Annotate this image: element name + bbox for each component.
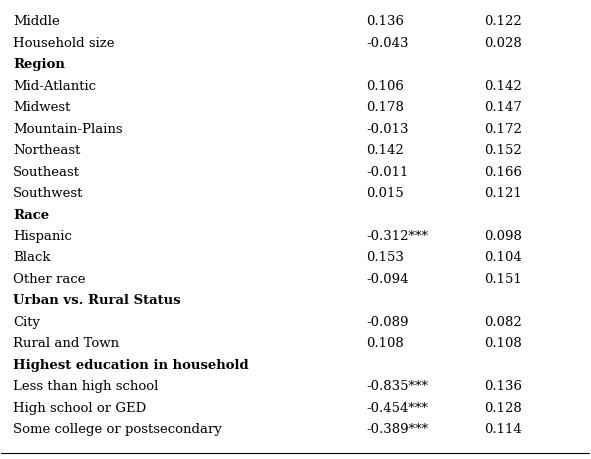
Text: 0.152: 0.152 (483, 144, 521, 157)
Text: Household size: Household size (13, 37, 115, 50)
Text: High school or GED: High school or GED (13, 401, 147, 414)
Text: Less than high school: Less than high school (13, 380, 158, 392)
Text: 0.082: 0.082 (483, 315, 521, 328)
Text: Other race: Other race (13, 272, 86, 285)
Text: 0.098: 0.098 (483, 230, 522, 242)
Text: 0.108: 0.108 (483, 337, 521, 350)
Text: -0.389***: -0.389*** (366, 422, 428, 436)
Text: 0.136: 0.136 (483, 380, 522, 392)
Text: 0.108: 0.108 (366, 337, 404, 350)
Text: City: City (13, 315, 40, 328)
Text: 0.128: 0.128 (483, 401, 521, 414)
Text: Urban vs. Rural Status: Urban vs. Rural Status (13, 294, 181, 307)
Text: Black: Black (13, 251, 51, 264)
Text: 0.122: 0.122 (483, 15, 521, 28)
Text: 0.136: 0.136 (366, 15, 404, 28)
Text: 0.104: 0.104 (483, 251, 521, 264)
Text: 0.151: 0.151 (483, 272, 521, 285)
Text: 0.147: 0.147 (483, 101, 522, 114)
Text: 0.153: 0.153 (366, 251, 404, 264)
Text: Midwest: Midwest (13, 101, 70, 114)
Text: 0.028: 0.028 (483, 37, 521, 50)
Text: 0.142: 0.142 (483, 79, 521, 92)
Text: 0.106: 0.106 (366, 79, 404, 92)
Text: -0.094: -0.094 (366, 272, 408, 285)
Text: -0.835***: -0.835*** (366, 380, 428, 392)
Text: Southeast: Southeast (13, 165, 80, 178)
Text: Hispanic: Hispanic (13, 230, 72, 242)
Text: Race: Race (13, 208, 49, 221)
Text: 0.172: 0.172 (483, 122, 522, 135)
Text: Northeast: Northeast (13, 144, 80, 157)
Text: 0.114: 0.114 (483, 422, 521, 436)
Text: Mid-Atlantic: Mid-Atlantic (13, 79, 96, 92)
Text: 0.166: 0.166 (483, 165, 522, 178)
Text: 0.121: 0.121 (483, 187, 521, 200)
Text: -0.043: -0.043 (366, 37, 408, 50)
Text: -0.013: -0.013 (366, 122, 408, 135)
Text: 0.015: 0.015 (366, 187, 404, 200)
Text: -0.454***: -0.454*** (366, 401, 428, 414)
Text: -0.312***: -0.312*** (366, 230, 428, 242)
Text: Mountain-Plains: Mountain-Plains (13, 122, 123, 135)
Text: Some college or postsecondary: Some college or postsecondary (13, 422, 222, 436)
Text: -0.089: -0.089 (366, 315, 408, 328)
Text: 0.178: 0.178 (366, 101, 404, 114)
Text: Highest education in household: Highest education in household (13, 358, 249, 371)
Text: Rural and Town: Rural and Town (13, 337, 119, 350)
Text: -0.011: -0.011 (366, 165, 408, 178)
Text: Middle: Middle (13, 15, 60, 28)
Text: Southwest: Southwest (13, 187, 83, 200)
Text: Region: Region (13, 58, 65, 71)
Text: 0.142: 0.142 (366, 144, 404, 157)
